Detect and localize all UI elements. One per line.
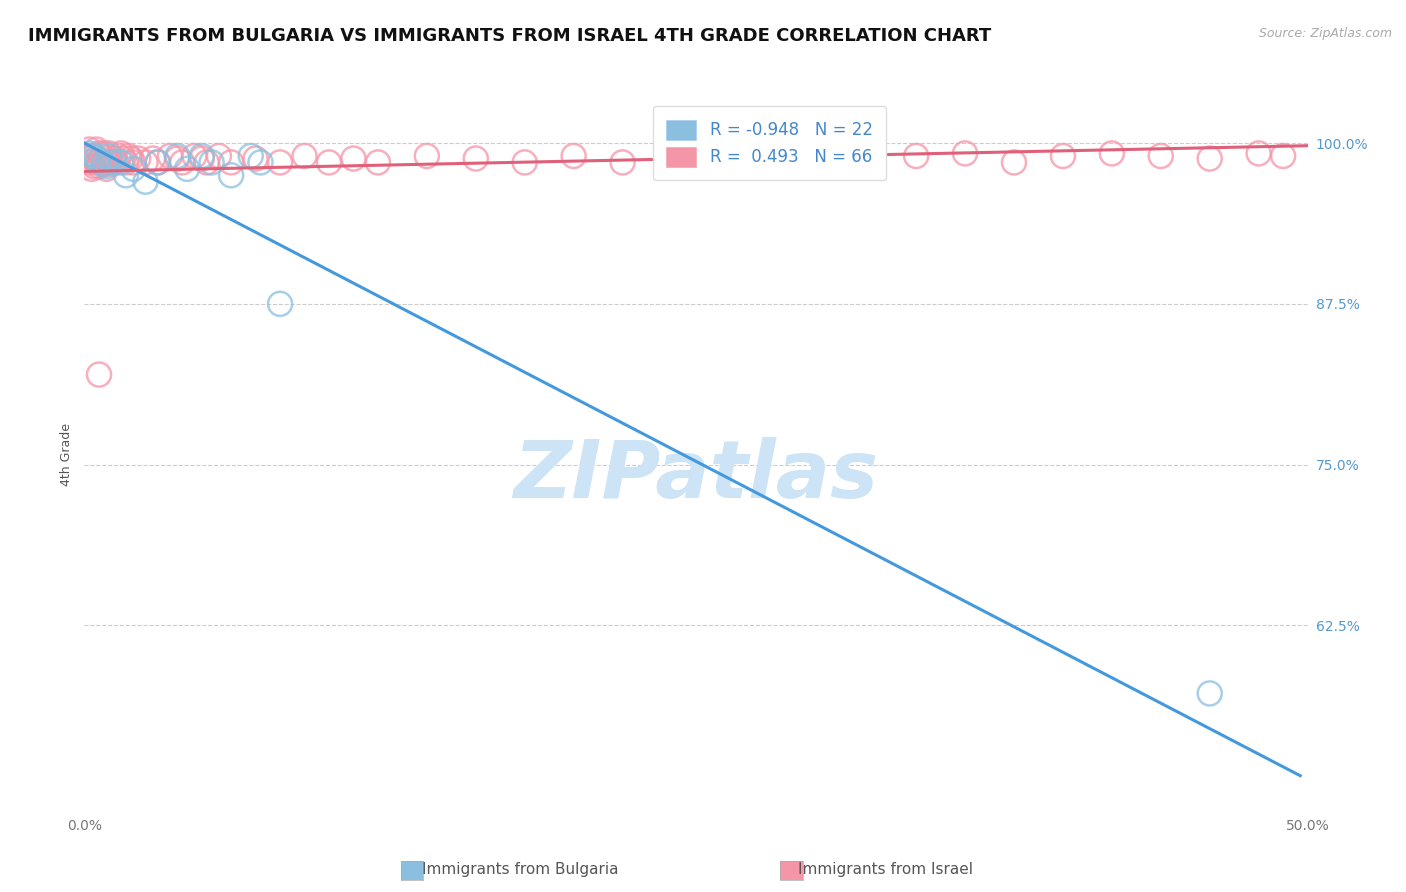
Point (115, 168, 138, 182)
Point (166, 152, 188, 166)
Point (142, 152, 165, 166)
Point (367, 155, 389, 169)
Point (191, 152, 214, 166)
Point (1052, 149, 1074, 163)
Point (117, 149, 139, 163)
Point (612, 155, 634, 169)
Text: IMMIGRANTS FROM BULGARIA VS IMMIGRANTS FROM ISRAEL 4TH GRADE CORRELATION CHART: IMMIGRANTS FROM BULGARIA VS IMMIGRANTS F… (28, 27, 991, 45)
Point (1002, 155, 1025, 169)
Point (416, 149, 439, 163)
Point (183, 149, 205, 163)
Point (77, 155, 100, 169)
Point (96, 159, 118, 173)
Point (294, 149, 316, 163)
Point (96, 161, 118, 176)
Point (269, 297, 291, 311)
Point (96, 152, 118, 166)
Point (97, 149, 120, 163)
Point (122, 155, 145, 169)
Point (146, 155, 169, 169)
Point (77, 146, 100, 161)
Point (905, 149, 928, 163)
Point (1198, 152, 1220, 166)
Point (77, 143, 100, 157)
Point (191, 149, 214, 163)
Point (245, 152, 267, 166)
Point (513, 155, 536, 169)
Point (953, 146, 976, 161)
Point (93, 157, 115, 171)
Point (1272, 149, 1295, 163)
Point (831, 149, 853, 163)
Point (110, 155, 132, 169)
Point (103, 152, 125, 166)
Point (97, 146, 120, 161)
Point (200, 155, 222, 169)
Point (122, 161, 145, 176)
Point (83, 149, 105, 163)
Point (249, 155, 271, 169)
Point (87, 146, 110, 161)
Point (80, 161, 103, 176)
Point (176, 161, 198, 176)
Text: ZIPatlas: ZIPatlas (513, 437, 879, 516)
Point (80, 149, 103, 163)
Point (1247, 146, 1270, 161)
Point (166, 149, 188, 163)
Text: Source: ZipAtlas.com: Source: ZipAtlas.com (1258, 27, 1392, 40)
Point (562, 149, 585, 163)
Point (90, 149, 112, 163)
Point (127, 152, 149, 166)
Point (87, 154, 110, 169)
Point (159, 149, 181, 163)
Point (318, 155, 340, 169)
Point (105, 155, 128, 169)
Point (97, 157, 120, 171)
Point (146, 155, 169, 169)
Point (83, 149, 105, 163)
Point (208, 149, 231, 163)
Point (87, 159, 110, 173)
Point (90, 155, 112, 169)
Point (1198, 686, 1220, 700)
Point (172, 155, 194, 169)
Text: Immigrants from Bulgaria: Immigrants from Bulgaria (422, 863, 619, 877)
Point (112, 152, 135, 166)
Point (83, 159, 105, 173)
Point (783, 155, 806, 169)
Point (135, 175, 157, 189)
Legend: R = -0.948   N = 22, R =  0.493   N = 66: R = -0.948 N = 22, R = 0.493 N = 66 (652, 106, 886, 180)
Point (1150, 149, 1173, 163)
Point (86, 143, 108, 157)
Point (342, 152, 364, 166)
Point (86, 155, 108, 169)
Point (195, 155, 218, 169)
Point (135, 155, 157, 169)
Text: Immigrants from Israel: Immigrants from Israel (799, 863, 973, 877)
Point (93, 146, 115, 161)
Point (239, 149, 262, 163)
Y-axis label: 4th Grade: 4th Grade (60, 424, 73, 486)
Point (219, 168, 242, 182)
Point (86, 152, 108, 166)
Point (269, 155, 291, 169)
Point (110, 146, 132, 161)
Point (115, 155, 138, 169)
Point (734, 152, 756, 166)
Point (93, 157, 115, 171)
Point (87, 368, 110, 382)
Point (100, 155, 122, 169)
Point (76, 149, 98, 163)
Point (120, 152, 142, 166)
Point (1101, 146, 1123, 161)
Point (464, 152, 486, 166)
Point (219, 155, 242, 169)
Point (107, 149, 129, 163)
Point (685, 149, 707, 163)
Point (103, 155, 125, 169)
